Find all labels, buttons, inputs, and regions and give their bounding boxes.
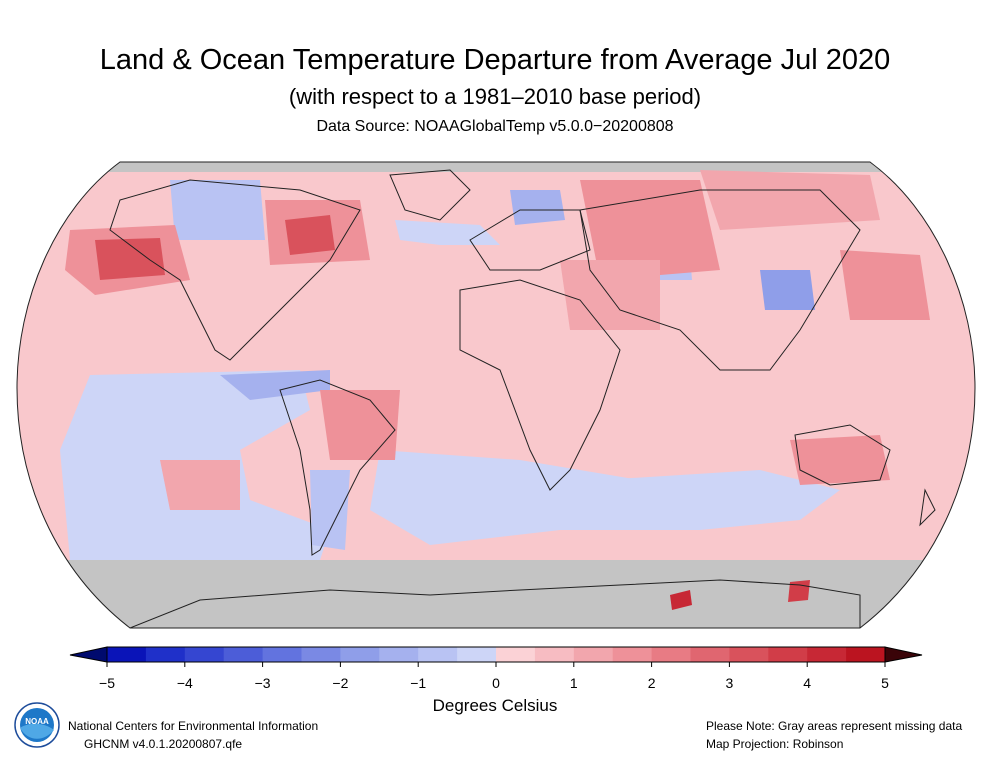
colorbar-cell	[107, 647, 147, 662]
footer-left: National Centers for Environmental Infor…	[68, 717, 318, 753]
dataset-version: GHCNM v4.0.1.20200807.qfe	[84, 737, 243, 751]
africa-outline	[459, 279, 621, 491]
colorbar-label: Degrees Celsius	[432, 696, 558, 715]
greenland-outline	[389, 169, 471, 221]
cold-southern-indian	[600, 470, 840, 520]
colorbar-cell	[846, 647, 886, 662]
colorbar-cell	[184, 647, 225, 662]
colorbar-tick-label: 2	[648, 675, 656, 691]
colorbar-tick-label: −1	[410, 675, 426, 691]
colorbar-cell	[418, 647, 458, 662]
colorbar-cells	[107, 647, 886, 662]
map-title: Land & Ocean Temperature Departure from …	[99, 44, 891, 76]
colorbar-tick-label: 4	[803, 675, 811, 691]
noaa-logo: NOAA	[14, 702, 60, 748]
missing-antarctic	[17, 560, 975, 628]
cold-north-atlantic	[395, 220, 500, 245]
colorbar-cell	[262, 647, 302, 662]
world-anomaly-map	[16, 161, 976, 629]
organization-name: National Centers for Environmental Infor…	[68, 719, 319, 733]
colorbar-cell	[496, 647, 536, 662]
colorbar-cell	[379, 647, 419, 662]
colorbar-cell	[807, 647, 847, 662]
colorbar-cell	[573, 647, 614, 662]
coastlines	[109, 169, 936, 628]
north-america-outline	[109, 179, 361, 361]
colorbar-tick-label: −3	[255, 675, 271, 691]
colorbar-cell	[457, 647, 497, 662]
colorbar-cell	[340, 647, 380, 662]
globe-outline	[16, 161, 976, 629]
warm-north-pacific-core	[95, 238, 165, 280]
colorbar-cell	[651, 647, 691, 662]
colorbar-cell	[145, 647, 186, 662]
cold-china	[760, 270, 815, 310]
south-america-outline	[279, 379, 396, 556]
asia-outline	[579, 189, 861, 371]
warm-nw-pacific	[840, 250, 930, 320]
cold-south-atlantic	[370, 450, 800, 545]
warm-brazil	[320, 390, 400, 460]
cold-scandinavia	[510, 190, 565, 225]
map-subtitle: (with respect to a 1981–2010 base period…	[288, 84, 702, 109]
colorbar-cell	[301, 647, 341, 662]
europe-outline	[469, 209, 591, 271]
cold-canada-west	[170, 180, 265, 240]
colorbar-tick-label: 1	[570, 675, 578, 691]
new-zealand-outline	[919, 488, 936, 527]
colorbar-cell	[690, 647, 730, 662]
warm-siberia	[580, 180, 720, 280]
warm-east-siberia	[700, 170, 880, 230]
colorbar-tick-label: 5	[881, 675, 889, 691]
colorbar-tick-label: −2	[332, 675, 348, 691]
colorbar-cell	[612, 647, 653, 662]
warm-australia	[790, 435, 890, 485]
antarctica-outline	[129, 579, 861, 628]
colorbar-tick-label: 0	[492, 675, 500, 691]
projection-note: Map Projection: Robinson	[706, 737, 844, 751]
warm-antarctic-2	[788, 580, 810, 602]
colorbar-tick-label: −4	[177, 675, 193, 691]
warm-hudson	[285, 215, 335, 255]
missing-data-note: Please Note: Gray areas represent missin…	[706, 719, 963, 733]
colorbar-ticks: −5 −4 −3 −2 −1 0 1 2 3 4 5	[99, 662, 889, 691]
colorbar: −5 −4 −3 −2 −1 0 1 2 3 4 5	[69, 646, 923, 691]
footer-right: Please Note: Gray areas represent missin…	[706, 717, 962, 753]
colorbar-tick-label: −5	[99, 675, 115, 691]
cold-pacific-band	[220, 370, 330, 400]
warm-south-pacific	[160, 460, 240, 510]
colorbar-low-triangle	[69, 646, 108, 663]
colorbar-cell	[223, 647, 264, 662]
colorbar-cell	[729, 647, 769, 662]
colorbar-tick-label: 3	[726, 675, 734, 691]
data-source: Data Source: NOAAGlobalTemp v5.0.0−20200…	[316, 118, 674, 135]
colorbar-cell	[534, 647, 575, 662]
logo-text: NOAA	[25, 717, 49, 726]
colorbar-high-triangle	[884, 646, 923, 663]
australia-outline	[794, 424, 891, 486]
warm-antarctic-1	[670, 590, 692, 610]
warm-middle-east	[560, 260, 660, 330]
cold-argentina	[310, 470, 350, 550]
missing-arctic	[17, 162, 975, 172]
colorbar-cell	[768, 647, 808, 662]
